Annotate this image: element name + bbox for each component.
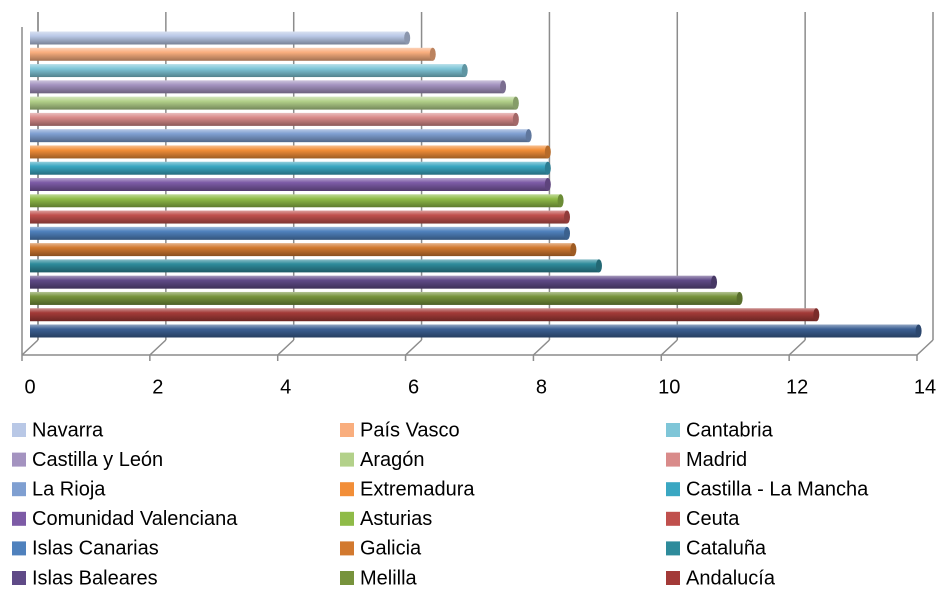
- legend-label: Castilla - La Mancha: [686, 478, 869, 500]
- bar: [30, 259, 599, 273]
- legend-swatch: [12, 511, 26, 526]
- bar: [30, 226, 567, 240]
- bar-cap: [557, 194, 564, 208]
- bar-cap: [544, 178, 551, 191]
- bar-cap: [915, 324, 922, 338]
- bar: [30, 308, 817, 322]
- legend-swatch: [666, 541, 680, 556]
- legend-swatch: [340, 511, 354, 526]
- bar: [30, 291, 740, 305]
- legend-label: Galicia: [360, 538, 422, 560]
- bar: [30, 145, 548, 159]
- grid-line-floor: [21, 339, 39, 356]
- legend-swatch: [666, 482, 680, 497]
- legend-swatch: [340, 541, 354, 556]
- bar-cap: [525, 129, 532, 143]
- legend-label: Melilla: [360, 567, 418, 589]
- x-tick-label: 10: [658, 376, 680, 398]
- bar-cap: [512, 112, 519, 126]
- grid-line-floor: [149, 339, 167, 356]
- bar: [30, 178, 548, 191]
- x-tick-label: 12: [786, 376, 808, 398]
- bar-cap: [564, 226, 570, 240]
- x-tick-label: 8: [536, 376, 547, 398]
- bar-cap: [544, 161, 551, 175]
- grid-line-floor: [916, 339, 934, 356]
- legend-swatch: [666, 571, 680, 585]
- legend-label: Aragón: [360, 449, 425, 471]
- legend-swatch: [12, 571, 26, 585]
- bar: [30, 243, 574, 257]
- grid-line-floor: [277, 339, 295, 356]
- legend-label: Comunidad Valenciana: [32, 508, 238, 530]
- legend-label: Madrid: [686, 449, 747, 471]
- legend-label: Navarra: [32, 419, 104, 441]
- bar-cap: [429, 47, 436, 61]
- bar-cap: [711, 275, 718, 289]
- legend-label: Islas Baleares: [32, 567, 158, 589]
- x-tick-label: 14: [914, 376, 936, 398]
- legend-swatch: [340, 571, 354, 585]
- legend-swatch: [340, 482, 354, 497]
- legend-swatch: [666, 452, 680, 467]
- bar: [30, 96, 516, 110]
- bar-cap: [544, 145, 551, 159]
- bar-cap: [500, 80, 507, 94]
- bar-cap: [595, 259, 602, 273]
- bar: [30, 275, 715, 289]
- legend-label: Extremadura: [360, 478, 475, 500]
- bar-cap: [736, 291, 743, 305]
- legend-label: Islas Canarias: [32, 538, 159, 560]
- bar: [30, 47, 433, 61]
- legend-swatch: [12, 482, 26, 497]
- legend-label: País Vasco: [360, 419, 460, 441]
- legend-label: Cataluña: [686, 538, 767, 560]
- bar: [30, 112, 516, 126]
- bar-cap: [461, 64, 468, 78]
- legend-swatch: [12, 452, 26, 467]
- legend-label: Castilla y León: [32, 449, 163, 471]
- legend-swatch: [666, 423, 680, 437]
- legend-label: Ceuta: [686, 508, 740, 530]
- legend-label: Cantabria: [686, 419, 774, 441]
- bar: [30, 80, 504, 94]
- grid-line-floor: [532, 339, 550, 356]
- legend-swatch: [340, 423, 354, 437]
- bar: [30, 129, 529, 143]
- bar: [30, 161, 548, 175]
- legend-swatch: [12, 541, 26, 556]
- legend-swatch: [12, 423, 26, 437]
- legend-label: Andalucía: [686, 567, 776, 589]
- bar-cap: [564, 210, 570, 224]
- bar-cap: [512, 96, 519, 110]
- bar: [30, 324, 919, 338]
- bar-cap: [404, 31, 411, 45]
- legend-swatch: [666, 511, 680, 526]
- legend-swatch: [340, 452, 354, 467]
- bar-cap: [813, 308, 820, 322]
- grid-line-floor: [660, 339, 678, 356]
- x-tick-label: 0: [24, 376, 35, 398]
- x-tick-label: 6: [408, 376, 419, 398]
- bar: [30, 194, 561, 208]
- grid-line-floor: [405, 339, 423, 356]
- x-tick-label: 2: [152, 376, 163, 398]
- bar: [30, 210, 567, 224]
- grid-line-floor: [788, 339, 806, 356]
- bar: [30, 31, 408, 45]
- legend-label: Asturias: [360, 508, 432, 530]
- legend-label: La Rioja: [32, 478, 106, 500]
- x-tick-label: 4: [280, 376, 291, 398]
- bar: [30, 64, 465, 78]
- bar-cap: [570, 243, 577, 257]
